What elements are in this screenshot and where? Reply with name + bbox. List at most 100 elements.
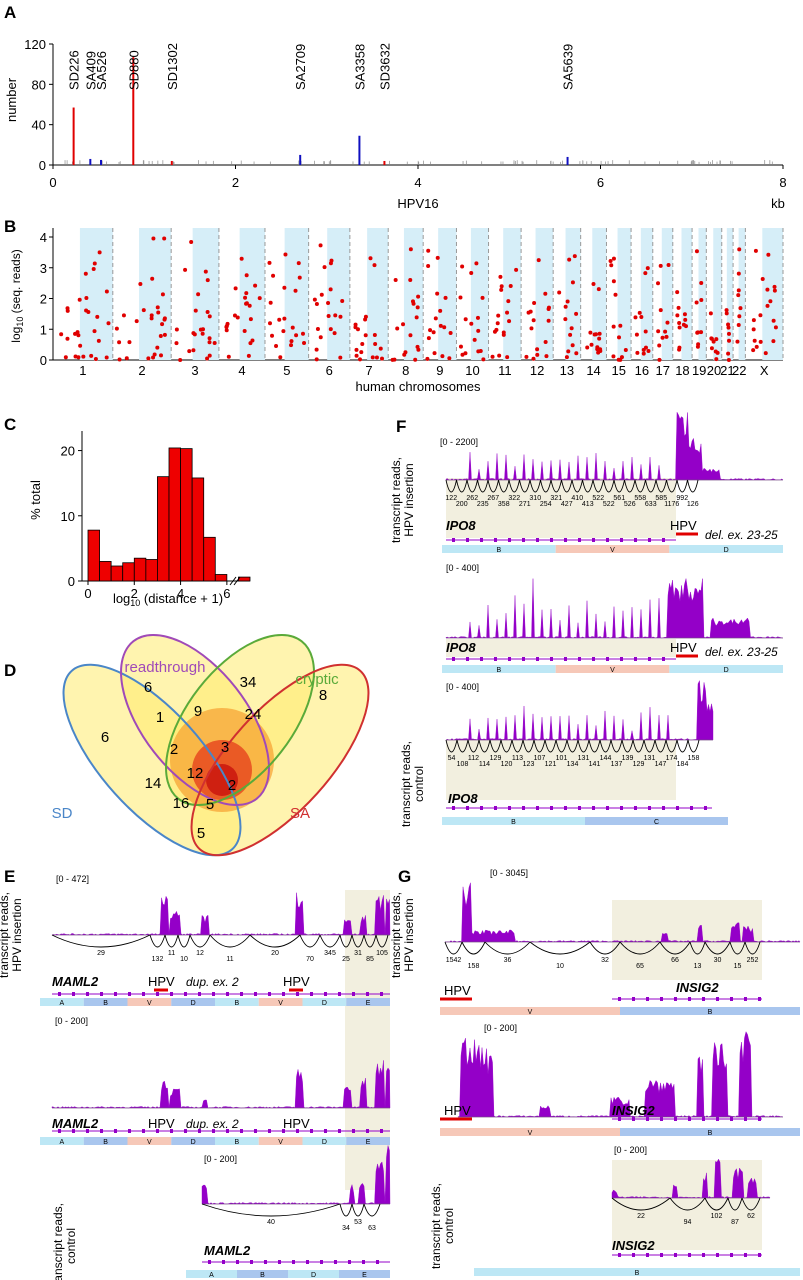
read-point — [760, 276, 765, 281]
exon-shade — [446, 740, 676, 800]
exon-shade — [446, 478, 676, 538]
chrom-label: 19 — [692, 363, 706, 378]
track-ylabel: transcript reads, — [51, 1203, 65, 1280]
exon — [522, 538, 525, 542]
exon — [334, 1260, 337, 1264]
read-point — [496, 313, 501, 318]
read-point — [495, 321, 500, 326]
junction-count: 158 — [468, 963, 480, 970]
exon — [466, 538, 469, 542]
read-point — [267, 260, 272, 265]
junction-count: 10 — [556, 963, 564, 970]
read-point — [289, 339, 294, 344]
read-point — [328, 327, 333, 332]
panel-label-d: D — [4, 661, 16, 680]
exon — [296, 1129, 299, 1133]
junction-arc — [351, 1203, 365, 1217]
venn-count: 24 — [245, 706, 262, 723]
exon — [226, 992, 229, 996]
junction-arc — [209, 934, 251, 948]
read-point — [156, 310, 161, 315]
junction-arc — [582, 479, 594, 493]
read-point — [737, 247, 742, 252]
region-label: B — [260, 1272, 265, 1279]
panel-c-chart: % total log10 (distance + 1) 0 10 20 0 2 4 6 — [28, 431, 251, 608]
read-point — [597, 331, 602, 336]
read-point — [65, 336, 70, 341]
junction-count: 32 — [601, 957, 609, 964]
junction-count: 321 — [550, 495, 562, 502]
chrom-shade — [79, 228, 113, 360]
read-point — [193, 308, 198, 313]
exon — [282, 1129, 285, 1133]
read-point — [333, 313, 338, 318]
exon — [634, 806, 637, 810]
exon — [702, 997, 705, 1001]
read-point — [771, 318, 776, 323]
coverage-profile — [445, 578, 784, 639]
chrom-label: 1 — [79, 363, 86, 378]
read-point — [226, 354, 231, 359]
region-segment — [339, 1270, 390, 1278]
exon — [170, 992, 173, 996]
read-point — [73, 354, 78, 359]
read-point — [174, 327, 179, 332]
read-point — [207, 336, 212, 341]
exon — [198, 1129, 201, 1133]
exon — [648, 806, 651, 810]
read-point — [244, 301, 249, 306]
junction-arc — [589, 941, 621, 955]
read-point — [709, 346, 714, 351]
exon — [212, 1129, 215, 1133]
exon — [254, 992, 257, 996]
exon — [606, 538, 609, 542]
read-point — [63, 355, 68, 360]
read-point — [694, 300, 699, 305]
exon — [648, 657, 651, 661]
exon — [508, 806, 511, 810]
junction-arc — [500, 739, 513, 753]
exon — [660, 1117, 663, 1121]
junction-count: 29 — [97, 950, 105, 957]
read-point — [205, 278, 210, 283]
read-point — [663, 329, 668, 334]
track-ylabel: HPV insertion — [402, 898, 416, 971]
junction-arc — [555, 739, 568, 753]
x-tick-label: 0 — [84, 586, 91, 601]
read-point — [613, 292, 618, 297]
junction-arc — [741, 1197, 761, 1211]
panel-d-venn: SD readthrough cryptic SA 6 6 34 8 1 9 24 2 3 14 12 2 16… — [52, 633, 370, 857]
region-segment — [83, 1137, 128, 1145]
exon — [618, 1117, 621, 1121]
read-point — [643, 345, 648, 350]
read-point — [426, 336, 431, 341]
junction-arc — [164, 934, 179, 948]
venn-outline — [165, 633, 315, 807]
read-point — [318, 335, 323, 340]
exon — [646, 997, 649, 1001]
junction-count: 184 — [677, 761, 689, 768]
read-point — [235, 315, 240, 320]
junction-count: 34 — [342, 1225, 350, 1232]
region-label: D — [191, 1139, 196, 1146]
region-segment — [215, 998, 259, 1006]
venn-count: 8 — [319, 687, 327, 704]
read-point — [93, 356, 98, 361]
read-point — [726, 322, 731, 327]
read-point — [681, 322, 686, 327]
read-point — [505, 355, 510, 360]
chrom-label: 18 — [675, 363, 689, 378]
exon — [240, 992, 243, 996]
exon — [142, 1129, 145, 1133]
read-point — [507, 319, 512, 324]
region-segment — [186, 1270, 237, 1278]
hist-bar — [203, 536, 216, 582]
hist-bar — [214, 574, 228, 582]
axis-break — [229, 576, 237, 586]
junction-count: 25 — [342, 956, 350, 963]
junction-arc — [519, 479, 531, 493]
read-point — [65, 308, 70, 313]
region-segment — [127, 1137, 172, 1145]
read-point — [514, 267, 519, 272]
